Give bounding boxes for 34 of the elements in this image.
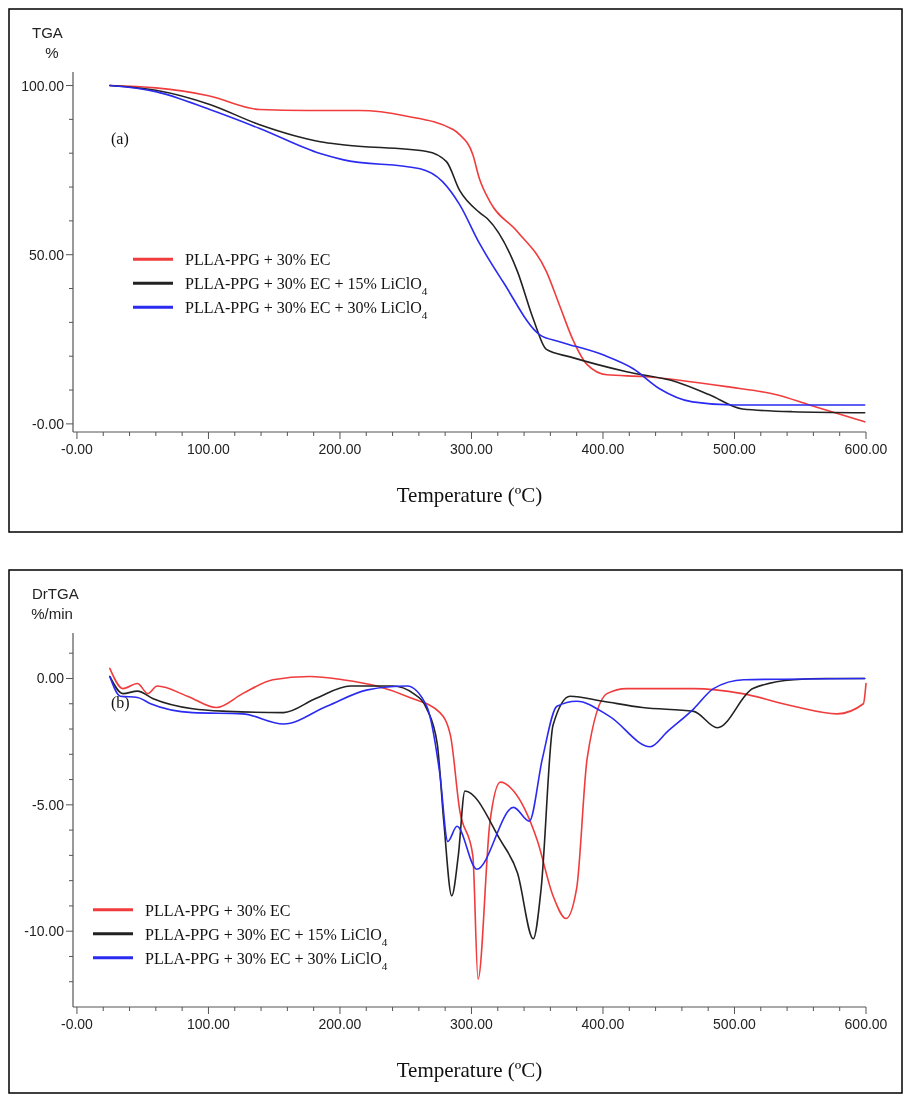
y-tick-label: -10.00 bbox=[24, 923, 65, 940]
y-axis-title: TGA % bbox=[32, 24, 63, 61]
x-tick-label: 500.00 bbox=[713, 441, 757, 457]
line-series bbox=[109, 675, 866, 871]
x-axis-title: Temperature (ºC) bbox=[396, 483, 543, 507]
line-series bbox=[109, 667, 867, 980]
legend-label: PLLA-PPG + 30% EC + 15% LiClO$_{4}$ bbox=[185, 275, 428, 298]
x-tick-label: 400.00 bbox=[581, 441, 625, 457]
y-axis-title: DrTGA %/min bbox=[31, 585, 79, 622]
legend-label: PLLA-PPG + 30% EC bbox=[185, 251, 331, 269]
x-tick-label: 600.00 bbox=[844, 441, 888, 457]
y-tick-label: -5.00 bbox=[32, 796, 65, 813]
x-tick-label: 300.00 bbox=[450, 1016, 494, 1032]
x-tick-label: 200.00 bbox=[318, 1016, 362, 1032]
y-tick-label: 0.00 bbox=[36, 670, 65, 687]
legend-label: PLLA-PPG + 30% EC bbox=[145, 901, 291, 919]
x-tick-label: -0.00 bbox=[60, 1016, 94, 1032]
y-tick-label: 50.00 bbox=[28, 246, 65, 263]
x-tick-label: 200.00 bbox=[318, 441, 362, 457]
x-tick-label: 100.00 bbox=[187, 1016, 231, 1032]
x-axis-title: Temperature (ºC) bbox=[396, 1058, 543, 1082]
annotation: (b) bbox=[111, 693, 130, 712]
x-tick-label: 600.00 bbox=[844, 1016, 888, 1032]
y-tick-label: -0.00 bbox=[32, 415, 65, 432]
annotation: (a) bbox=[111, 130, 129, 148]
legend-label: PLLA-PPG + 30% EC + 30% LiClO$_{4}$ bbox=[185, 299, 428, 322]
x-tick-label: -0.00 bbox=[60, 441, 94, 457]
legend-label: PLLA-PPG + 30% EC + 30% LiClO$_{4}$ bbox=[145, 949, 388, 972]
y-tick-label: 100.00 bbox=[21, 77, 65, 94]
x-tick-label: 400.00 bbox=[581, 1016, 625, 1032]
legend-label: PLLA-PPG + 30% EC + 15% LiClO$_{4}$ bbox=[145, 925, 388, 948]
x-tick-label: 300.00 bbox=[450, 441, 494, 457]
x-tick-label: 100.00 bbox=[187, 441, 231, 457]
x-tick-label: 500.00 bbox=[713, 1016, 757, 1032]
